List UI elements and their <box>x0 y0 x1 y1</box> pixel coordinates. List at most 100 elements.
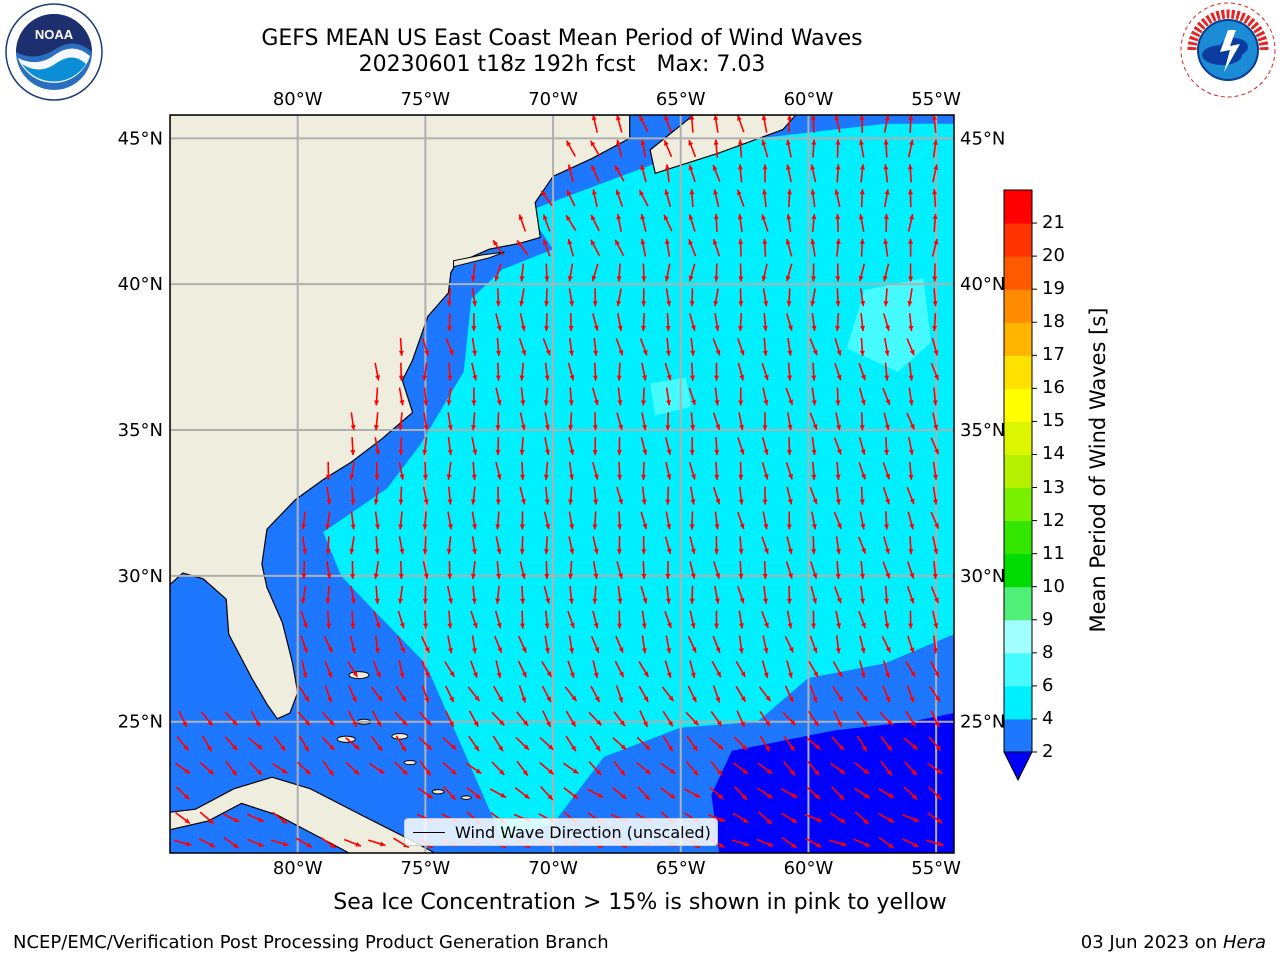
wind-wave-arrow <box>616 362 622 381</box>
arrow-head <box>838 744 844 751</box>
map-plot-area <box>170 115 954 853</box>
wind-wave-arrow <box>640 511 648 530</box>
arrow-head <box>791 817 797 823</box>
wind-wave-arrow <box>348 685 358 703</box>
arrow-head <box>665 574 671 580</box>
wind-wave-arrow <box>784 685 794 703</box>
arrow-head <box>303 647 308 653</box>
arrow-head <box>739 374 745 381</box>
wind-wave-arrow <box>785 462 793 480</box>
colorbar-title: Mean Period of Wind Waves [s] <box>1086 307 1110 633</box>
arrow-head <box>715 697 721 703</box>
arrow-head <box>862 720 868 727</box>
wind-wave-arrow <box>688 139 697 158</box>
wind-wave-arrow <box>714 461 720 480</box>
arrow-head <box>837 721 842 728</box>
wind-wave-arrow <box>884 610 890 629</box>
arrow-head <box>935 794 942 800</box>
wind-wave-arrow <box>835 561 841 580</box>
wind-wave-arrow <box>468 710 479 728</box>
wind-wave-arrow <box>928 736 942 751</box>
wind-wave-arrow <box>347 710 358 728</box>
arrow-head <box>644 744 651 750</box>
wind-wave-arrow <box>442 761 457 776</box>
wind-wave-arrow <box>616 412 623 431</box>
wind-wave-arrow <box>737 164 743 183</box>
wind-wave-arrow <box>665 585 671 604</box>
arrow-head <box>568 400 574 406</box>
land-mass <box>170 776 442 853</box>
arrow-head <box>302 672 308 679</box>
wind-wave-arrow <box>544 412 550 431</box>
arrow-head <box>471 425 477 431</box>
arrow-head <box>883 139 889 145</box>
wind-wave-arrow <box>568 387 574 406</box>
wind-wave-arrow <box>882 486 890 505</box>
arrow-head <box>741 744 748 751</box>
arrow-head <box>474 695 480 702</box>
arrow-head <box>860 325 865 332</box>
arrow-head <box>787 548 793 554</box>
arrow-head <box>742 768 748 774</box>
arrow-head <box>908 375 914 381</box>
arrow-head <box>692 769 699 776</box>
arrow-head <box>449 721 454 727</box>
wind-wave-arrow <box>811 213 817 232</box>
wind-wave-arrow <box>446 585 453 604</box>
wind-wave-arrow <box>447 412 453 431</box>
wind-wave-arrow <box>496 561 502 580</box>
arrow-head <box>738 648 744 654</box>
arrow-head <box>398 425 404 431</box>
wind-wave-arrow <box>350 437 356 456</box>
arrow-head <box>811 523 817 530</box>
wind-wave-arrow <box>854 787 871 799</box>
wind-wave-arrow <box>810 288 816 307</box>
arrow-head <box>572 793 579 799</box>
wind-wave-arrow <box>248 737 263 751</box>
arrow-head <box>810 276 816 282</box>
arrow-head <box>448 598 453 604</box>
wind-wave-arrow <box>835 536 841 555</box>
arrow-head <box>567 239 573 245</box>
wind-wave-arrow <box>732 812 749 824</box>
wind-wave-arrow <box>761 437 769 455</box>
arrow-head <box>424 646 430 653</box>
arrow-head <box>714 449 720 456</box>
arrow-head <box>741 794 747 800</box>
wind-wave-arrow <box>664 263 671 282</box>
wind-wave-arrow <box>738 238 744 257</box>
wind-wave-arrow <box>592 610 599 629</box>
arrow-head <box>423 424 429 431</box>
arrow-head <box>713 300 719 307</box>
wind-wave-arrow <box>543 536 549 555</box>
arrow-head <box>763 523 769 530</box>
arrow-head <box>616 139 621 146</box>
arrow-head <box>618 498 623 505</box>
wind-wave-arrow <box>664 189 672 208</box>
wind-wave-arrow <box>395 735 407 752</box>
arrow-head <box>909 597 915 604</box>
arrow-head <box>378 768 385 774</box>
arrow-head <box>643 721 648 727</box>
wind-wave-arrow <box>422 511 428 530</box>
arrow-head <box>762 350 768 356</box>
wind-wave-arrow <box>541 661 553 678</box>
wind-wave-arrow <box>932 387 938 406</box>
legend-line-swatch <box>413 831 445 833</box>
colorbar-tick-label: 18 <box>1042 311 1065 333</box>
arrow-head <box>618 349 624 356</box>
arrow-head <box>184 768 191 774</box>
arrow-head <box>694 792 701 798</box>
wind-wave-arrow <box>783 735 796 752</box>
arrow-head <box>763 399 769 406</box>
arrow-head <box>932 139 938 145</box>
arrow-head <box>499 769 505 775</box>
wind-wave-arrow <box>882 685 891 703</box>
arrow-head <box>304 720 310 726</box>
arrow-head <box>666 523 672 530</box>
wind-wave-arrow <box>689 189 695 208</box>
arrow-head <box>520 424 526 431</box>
wind-wave-arrow <box>347 661 359 678</box>
arrow-head <box>936 768 943 774</box>
arrow-head <box>596 719 602 726</box>
